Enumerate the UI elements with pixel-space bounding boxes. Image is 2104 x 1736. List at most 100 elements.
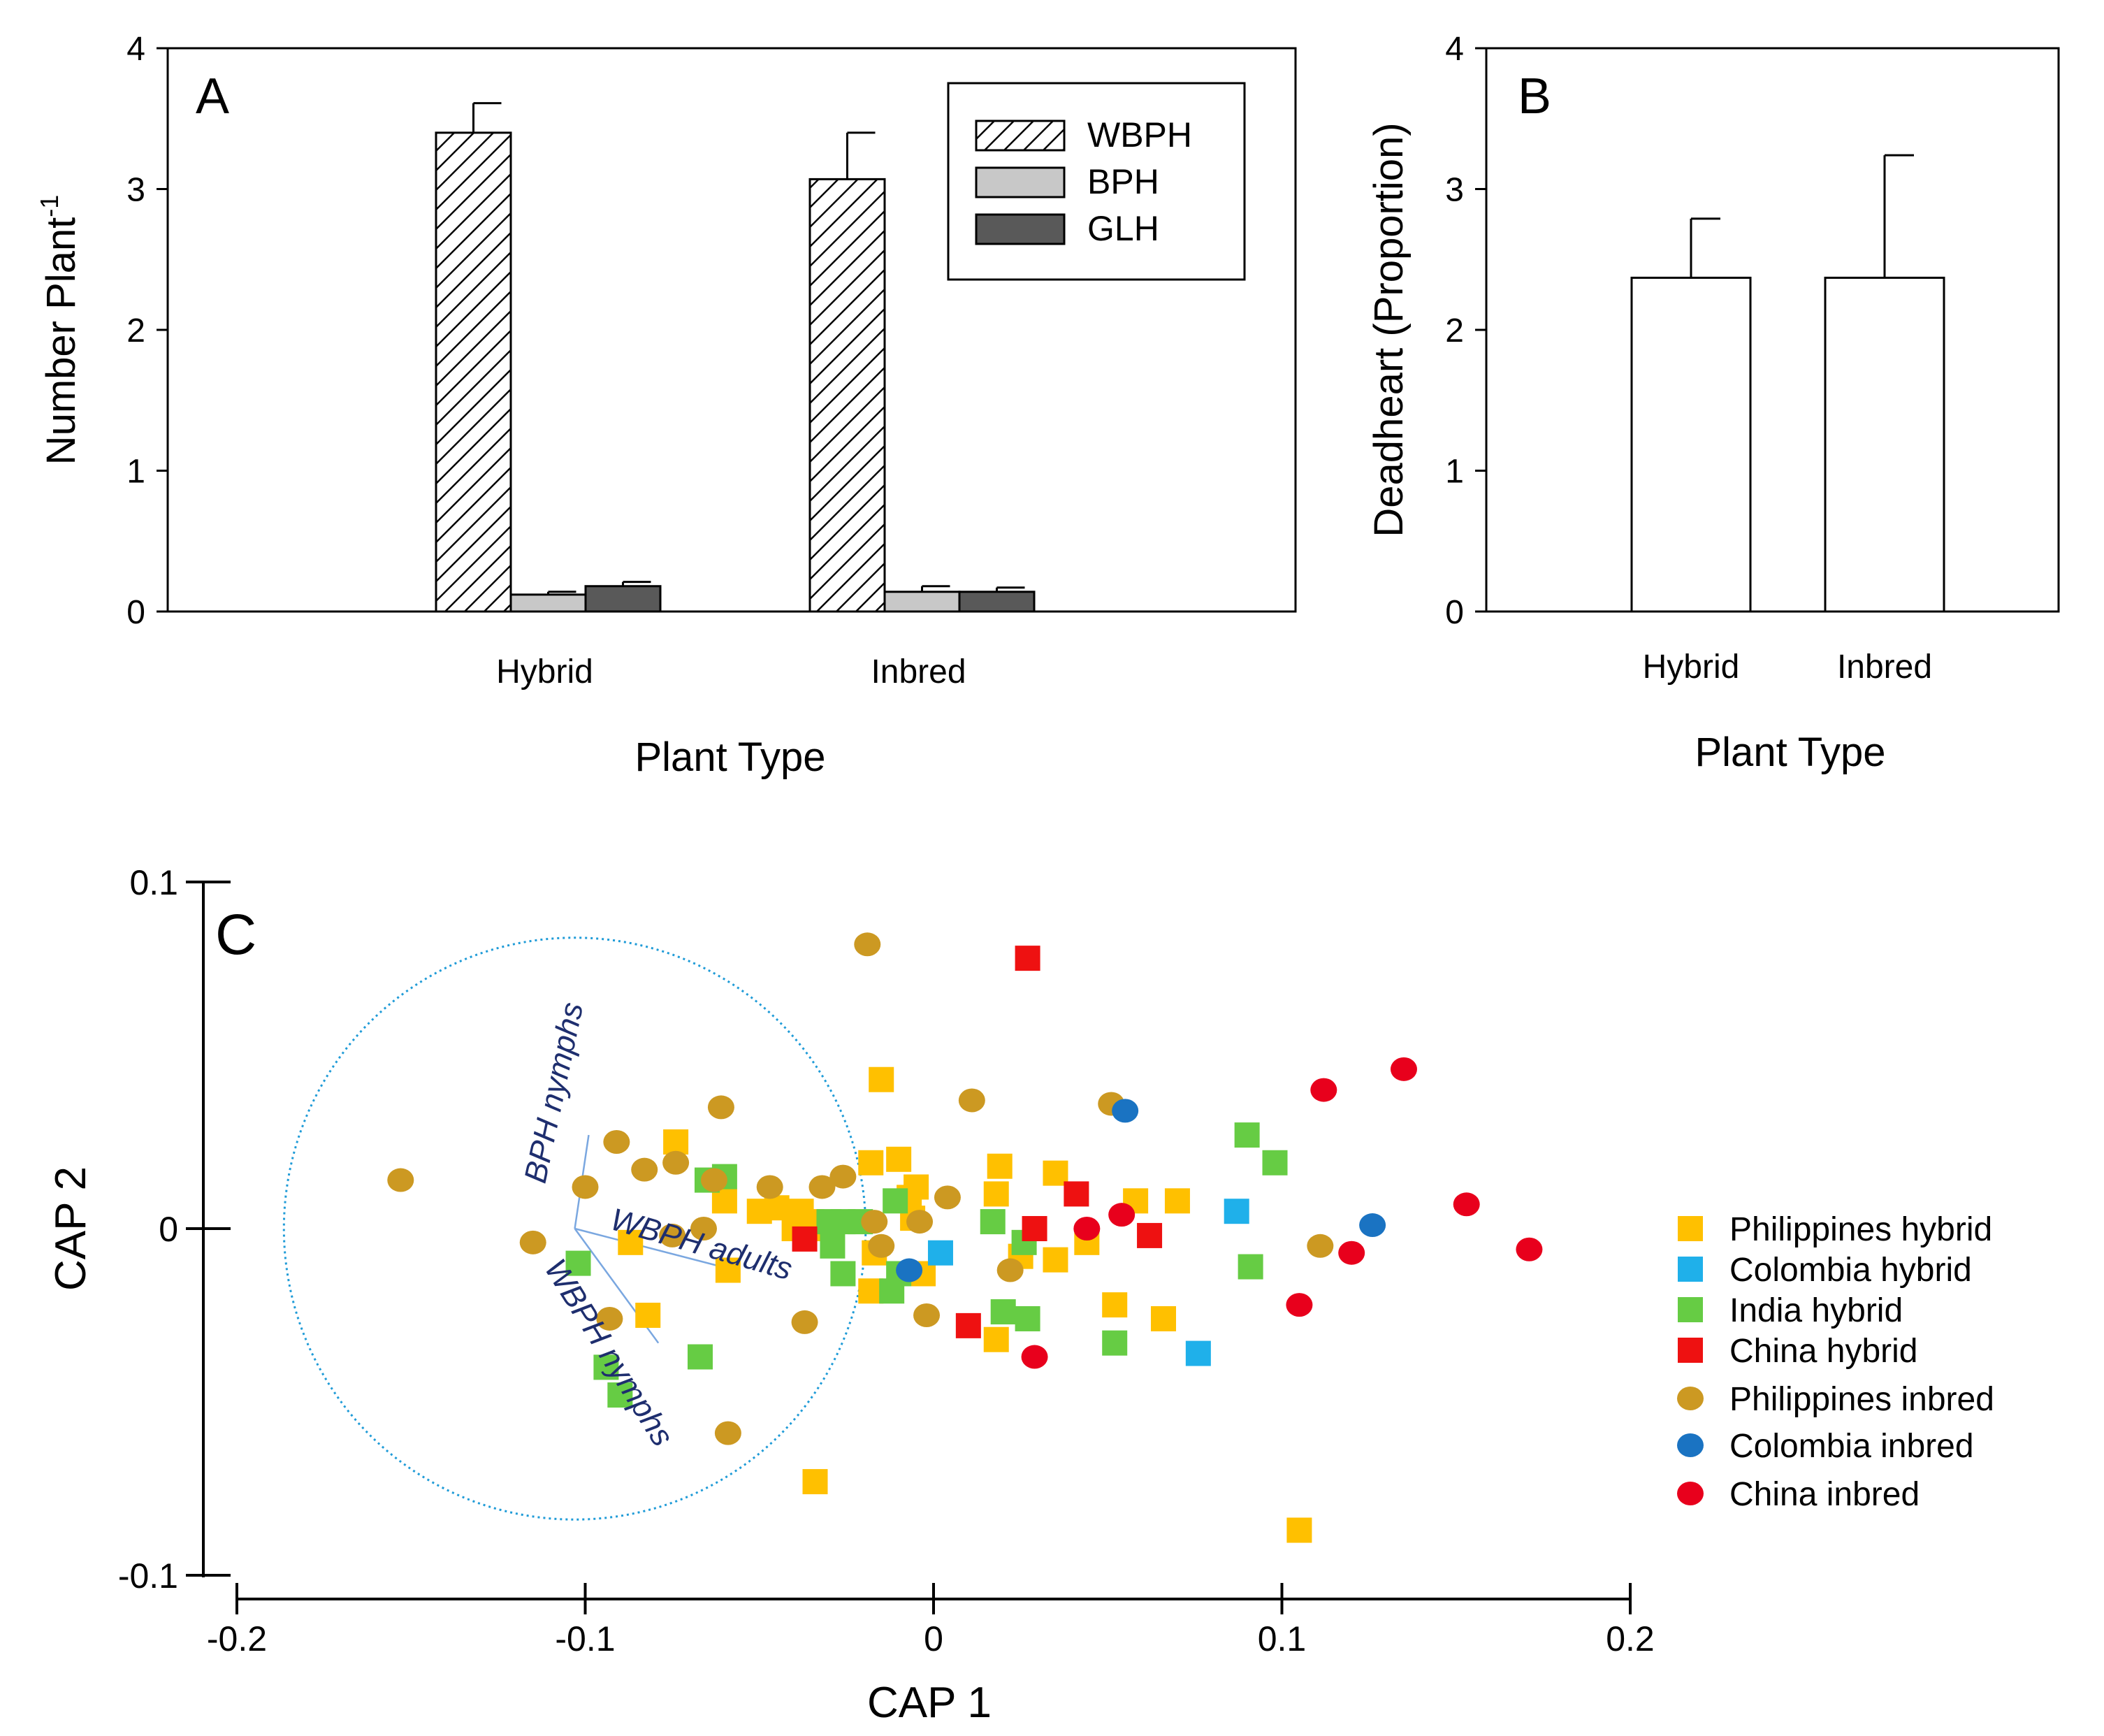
legend-label-colombia-inbred: Colombia inbred [1729,1428,1974,1465]
panel-c-y-tick-label: -0.1 [118,1556,178,1596]
panel-b-letter: B [1518,68,1551,124]
point-philippines-inbred [700,1168,727,1192]
panel-c-x-tick-label: 0 [924,1619,943,1658]
point-philippines-hybrid [987,1153,1013,1179]
scatter-points [387,932,1543,1543]
point-philippines-hybrid [1151,1305,1177,1331]
point-philippines-hybrid [715,1257,741,1283]
point-philippines-hybrid [635,1303,661,1328]
point-philippines-inbred [756,1175,783,1199]
panel-b: B 0 1 2 3 4 Hybrid Inbred Deadheart (Proporti… [1366,31,2060,775]
vector-labels: BPH nymphs WBPH adults WBPH nymphs [517,999,797,1452]
panel-b-category-label: Hybrid [1643,649,1740,686]
bar-wbph-inbred [808,178,886,613]
legend-label-philippines-hybrid: Philippines hybrid [1729,1211,1992,1248]
legend-label-china-hybrid: China hybrid [1729,1333,1917,1370]
legend-label-philippines-inbred: Philippines inbred [1729,1381,1994,1418]
panel-c-x-tick-label: 0.1 [1258,1619,1307,1658]
point-india-hybrid [1238,1254,1263,1280]
point-china-hybrid [955,1312,981,1338]
point-philippines-hybrid [886,1146,912,1172]
panel-a: A 0 1 2 3 4 Hybrid Inbred Number Plant-1 Plan… [35,31,1297,780]
panel-c-letter: C [215,903,256,967]
point-india-hybrid [565,1250,591,1276]
point-china-inbred [1021,1345,1048,1369]
legend-marker-colombia-hybrid [1678,1257,1703,1282]
legend-swatch-wbph [975,120,1066,152]
panel-c-x-axis-title: CAP 1 [867,1679,992,1727]
point-china-inbred [1108,1203,1136,1227]
panel-b-y-axis: 0 1 2 3 4 [1445,31,1486,631]
point-china-inbred [1516,1237,1543,1261]
legend-marker-china-inbred [1677,1482,1704,1505]
point-philippines-hybrid [1102,1292,1128,1318]
panel-a-x-axis-title: Plant Type [634,735,825,780]
panel-b-y-tick-label: 3 [1445,172,1464,209]
point-india-hybrid [830,1261,856,1287]
point-philippines-inbred [829,1164,857,1189]
bar-bph-inbred [883,591,961,613]
bar-wbph-hybrid [435,131,512,613]
point-philippines-inbred [913,1303,941,1327]
panel-c-x-tick-label: 0.2 [1606,1619,1655,1658]
legend-label-glh: GLH [1087,209,1159,248]
point-philippines-inbred [572,1175,599,1199]
point-philippines-hybrid [869,1066,894,1092]
panel-b-y-tick-label: 4 [1445,31,1464,68]
panel-a-bars [435,102,1036,613]
point-philippines-inbred [906,1210,934,1234]
point-philippines-hybrid [858,1150,884,1176]
point-philippines-inbred [868,1234,895,1258]
panel-b-x-axis: Hybrid Inbred [1643,649,1932,686]
point-india-hybrid [593,1354,619,1380]
point-philippines-hybrid [802,1469,828,1495]
panel-a-y-tick-label: 0 [126,594,145,631]
point-colombia-inbred [1112,1099,1139,1123]
point-colombia-inbred [896,1258,923,1282]
point-china-inbred [1286,1293,1313,1317]
legend-label-china-inbred: China inbred [1729,1476,1920,1513]
panel-b-category-label: Inbred [1837,649,1932,686]
point-philippines-inbred [861,1210,888,1234]
point-colombia-hybrid [927,1240,953,1266]
point-india-hybrid [1234,1122,1260,1148]
bar-deadheart-inbred [1824,276,1945,613]
legend-marker-philippines-hybrid [1678,1216,1703,1241]
bar-deadheart-hybrid [1630,276,1752,613]
bar-bph-hybrid [509,593,587,613]
panel-c: C -0.1 0 0.1 -0.2 -0.1 0 0.1 0.2 BPH nymphs WBP… [47,863,1994,1727]
point-china-inbred [1453,1192,1480,1217]
panel-a-y-axis-title: Number Plant-1 [35,195,84,465]
point-india-hybrid [688,1344,713,1370]
point-china-hybrid [1022,1216,1047,1241]
panel-b-y-tick-label: 2 [1445,312,1464,349]
point-philippines-inbred [659,1223,686,1247]
panel-a-y-tick-label: 1 [126,454,145,491]
panel-c-x-tick-label: -0.2 [207,1619,267,1658]
legend-label-wbph: WBPH [1087,115,1192,154]
panel-a-y-axis: 0 1 2 3 4 [126,31,168,631]
point-philippines-hybrid [983,1326,1009,1352]
point-philippines-inbred [690,1217,717,1240]
legend-label-colombia-hybrid: Colombia hybrid [1729,1252,1972,1289]
panel-c-x-tick-label: -0.1 [555,1619,615,1658]
vector-label-wbph-nymphs: WBPH nymphs [538,1252,681,1452]
point-philippines-hybrid [1043,1247,1068,1273]
legend-swatch-bph [975,166,1066,198]
point-india-hybrid [980,1209,1006,1235]
point-india-hybrid [879,1278,905,1304]
panel-a-x-axis: Hybrid Inbred [496,653,966,690]
panel-a-legend: WBPH BPH GLH [947,82,1246,281]
point-india-hybrid [1102,1330,1128,1356]
point-china-inbred [1338,1240,1365,1265]
point-india-hybrid [883,1188,908,1214]
point-philippines-hybrid [1286,1517,1312,1543]
legend-marker-india-hybrid [1678,1297,1703,1322]
bar-glh-inbred [958,591,1036,613]
point-philippines-inbred [707,1095,734,1120]
panel-b-x-axis-title: Plant Type [1695,730,1885,775]
legend-label-bph: BPH [1087,162,1159,201]
legend-marker-china-hybrid [1678,1338,1703,1363]
